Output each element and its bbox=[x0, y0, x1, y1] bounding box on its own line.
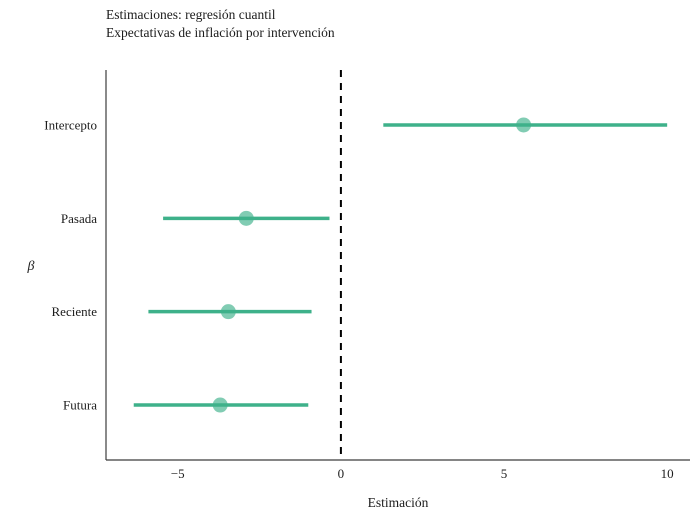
category-label: Reciente bbox=[52, 304, 98, 319]
y-axis-title: β bbox=[27, 259, 35, 274]
plot-area: −5 0 5 10 Intercepto Pasada Reciente Futura Esti… bbox=[27, 70, 690, 510]
chart-title: Estimaciones: regresión cuantil bbox=[106, 7, 276, 22]
x-tick-label: −5 bbox=[171, 466, 185, 481]
category-label: Pasada bbox=[61, 211, 97, 226]
x-tick-label: 0 bbox=[338, 466, 345, 481]
x-tick-label: 10 bbox=[661, 466, 674, 481]
category-label: Intercepto bbox=[44, 117, 97, 132]
x-axis-title: Estimación bbox=[368, 495, 429, 510]
chart-subtitle: Expectativas de inflación por intervenci… bbox=[106, 25, 335, 40]
category-label: Futura bbox=[63, 398, 97, 413]
x-tick-label: 5 bbox=[501, 466, 508, 481]
